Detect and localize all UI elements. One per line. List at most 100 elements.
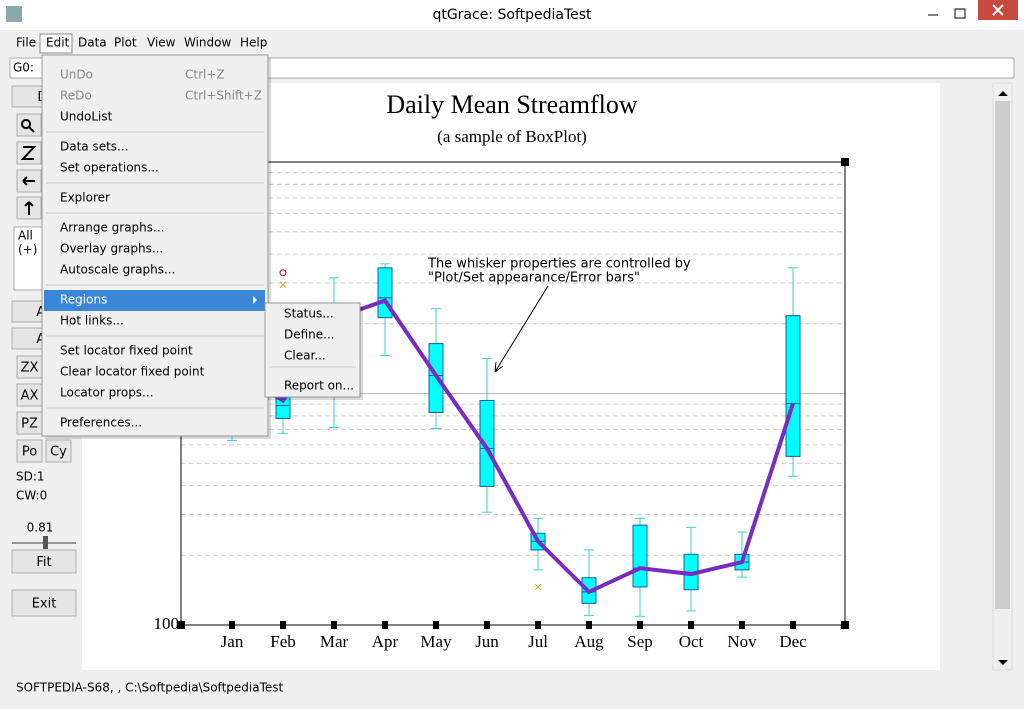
title-bar	[0, 0, 1024, 30]
menu-shortcut: Ctrl+Z	[185, 68, 225, 82]
fit-button[interactable]	[11, 549, 77, 574]
panel-button-label: PZ	[21, 417, 38, 432]
status-label: SD:1	[16, 470, 45, 484]
x-tick-label: Jun	[475, 632, 499, 651]
x-tick-label: Oct	[679, 632, 704, 651]
x-tick	[484, 621, 490, 629]
menu-item[interactable]: View	[147, 36, 176, 50]
outlier	[279, 281, 287, 289]
menu-item[interactable]: Help	[240, 36, 267, 50]
submenu-arrow	[253, 296, 257, 304]
x-tick	[433, 621, 439, 629]
panel-button[interactable]	[45, 439, 72, 463]
menu-shortcut: Ctrl+Shift+Z	[185, 89, 262, 103]
menu-item: ReDo	[60, 89, 92, 103]
menu-open-highlight	[39, 33, 73, 54]
menu-item[interactable]: Set locator fixed point	[60, 344, 193, 358]
menu-item[interactable]: Data sets...	[60, 140, 129, 154]
x-tick	[637, 621, 643, 629]
x-tick-label: Mar	[320, 632, 349, 651]
x-tick-label: Nov	[727, 632, 757, 651]
menu-item[interactable]: Preferences...	[60, 416, 142, 430]
panel-button-label: Po	[22, 445, 37, 460]
set-list-item[interactable]: All	[18, 229, 33, 243]
submenu-item[interactable]: Define...	[284, 328, 335, 342]
edit-menu: UnDo Ctrl+Z ReDo Ctrl+Shift+Z UndoList Data s…	[41, 54, 363, 439]
menu-item[interactable]: Explorer	[60, 191, 110, 205]
zoom-z-icon	[20, 146, 37, 160]
x-tick	[688, 621, 694, 629]
x-tick	[229, 621, 235, 629]
menu-item[interactable]: Autoscale graphs...	[60, 263, 175, 277]
x-tick-label: Aug	[574, 632, 604, 651]
box	[632, 524, 648, 588]
panel-button[interactable]	[16, 439, 43, 463]
window-title: qtGrace: SoftpediaTest	[432, 7, 592, 23]
menu-item[interactable]: File	[16, 36, 36, 50]
submenu-bg	[264, 302, 361, 398]
scroll-thumb[interactable]	[995, 101, 1010, 609]
menu-item[interactable]: Hot links...	[60, 314, 124, 328]
x-tick-label: Sep	[627, 632, 653, 651]
chart: Daily Mean Streamflow (a sample of BoxPlo…	[137, 90, 849, 651]
submenu-item[interactable]: Report on...	[284, 379, 354, 393]
status-bar: SOFTPEDIA-S68, , C:\Softpedia\SoftpediaT…	[16, 681, 284, 695]
panel-button-label: Cy	[50, 445, 67, 460]
menu-bg	[41, 54, 269, 437]
fit-button-label: Fit	[36, 555, 51, 570]
exit-button-label: Exit	[32, 597, 57, 612]
x-tick-label: Jul	[528, 632, 548, 651]
outlier	[534, 583, 542, 591]
x-tick-label: Apr	[372, 632, 399, 651]
frame-corner	[177, 621, 185, 629]
y-tick-label: 100	[154, 614, 180, 633]
submenu-item[interactable]: Status...	[284, 307, 334, 321]
panel-button-label: ZX	[21, 361, 39, 376]
x-tick	[280, 621, 286, 629]
menu-item[interactable]: Edit	[46, 36, 70, 50]
x-tick	[535, 621, 541, 629]
chart-title: Daily Mean Streamflow	[386, 90, 637, 119]
panel-button-label: AX	[21, 389, 39, 404]
frame-corner	[841, 158, 849, 166]
menu-item[interactable]: UndoList	[60, 110, 113, 124]
box	[479, 399, 495, 487]
zoom-icon	[21, 119, 35, 133]
annotation-arrow	[494, 285, 549, 373]
x-tick	[790, 621, 796, 629]
annotation: The whisker properties are controlled by	[427, 257, 691, 272]
exit-button[interactable]	[11, 589, 77, 617]
close-icon	[992, 4, 1004, 16]
x-tick	[382, 621, 388, 629]
menu-item[interactable]: Overlay graphs...	[60, 242, 163, 256]
menu-item[interactable]: Data	[78, 36, 107, 50]
submenu-item[interactable]: Clear...	[284, 349, 326, 363]
annotation: "Plot/Set appearance/Error bars"	[428, 271, 640, 286]
menu-highlight	[44, 290, 265, 311]
outlier	[279, 269, 287, 277]
menu-item: UnDo	[60, 68, 93, 82]
menu-item[interactable]: Locator props...	[60, 386, 154, 400]
menu-item[interactable]: Window	[184, 36, 232, 50]
chart-subtitle: (a sample of BoxPlot)	[437, 127, 587, 146]
set-list-item[interactable]: (+)	[18, 243, 37, 257]
menu-item[interactable]: Regions	[60, 293, 107, 307]
box	[785, 315, 801, 457]
x-tick	[586, 621, 592, 629]
menu-item[interactable]: Arrange graphs...	[60, 221, 164, 235]
x-tick-label: May	[420, 632, 452, 651]
menu-item[interactable]: Plot	[114, 36, 137, 50]
frame-corner	[841, 621, 849, 629]
menu-item[interactable]: Clear locator fixed point	[60, 365, 205, 379]
maximize-button[interactable]	[954, 8, 966, 19]
x-tick-label: Jan	[221, 632, 244, 651]
up-arrow-icon	[24, 201, 34, 215]
x-tick	[331, 621, 337, 629]
menubar: File Edit Data Plot View Window Help	[16, 33, 267, 54]
menu-item[interactable]: Set operations...	[60, 161, 159, 175]
slider-thumb[interactable]	[43, 536, 48, 549]
graph-label: G0:	[13, 61, 34, 75]
zoom-value: 0.81	[27, 521, 54, 535]
app-icon	[6, 6, 22, 22]
